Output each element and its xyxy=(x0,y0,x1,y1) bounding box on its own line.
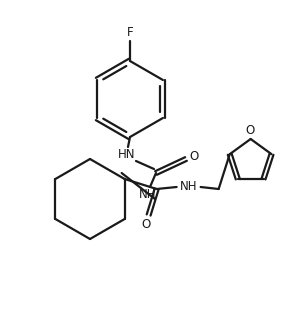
Text: O: O xyxy=(189,150,199,163)
Text: O: O xyxy=(141,217,150,230)
Text: HN: HN xyxy=(118,148,136,161)
Text: O: O xyxy=(245,125,254,138)
Text: NH: NH xyxy=(139,189,157,202)
Text: F: F xyxy=(127,27,133,40)
Text: NH: NH xyxy=(180,179,197,192)
